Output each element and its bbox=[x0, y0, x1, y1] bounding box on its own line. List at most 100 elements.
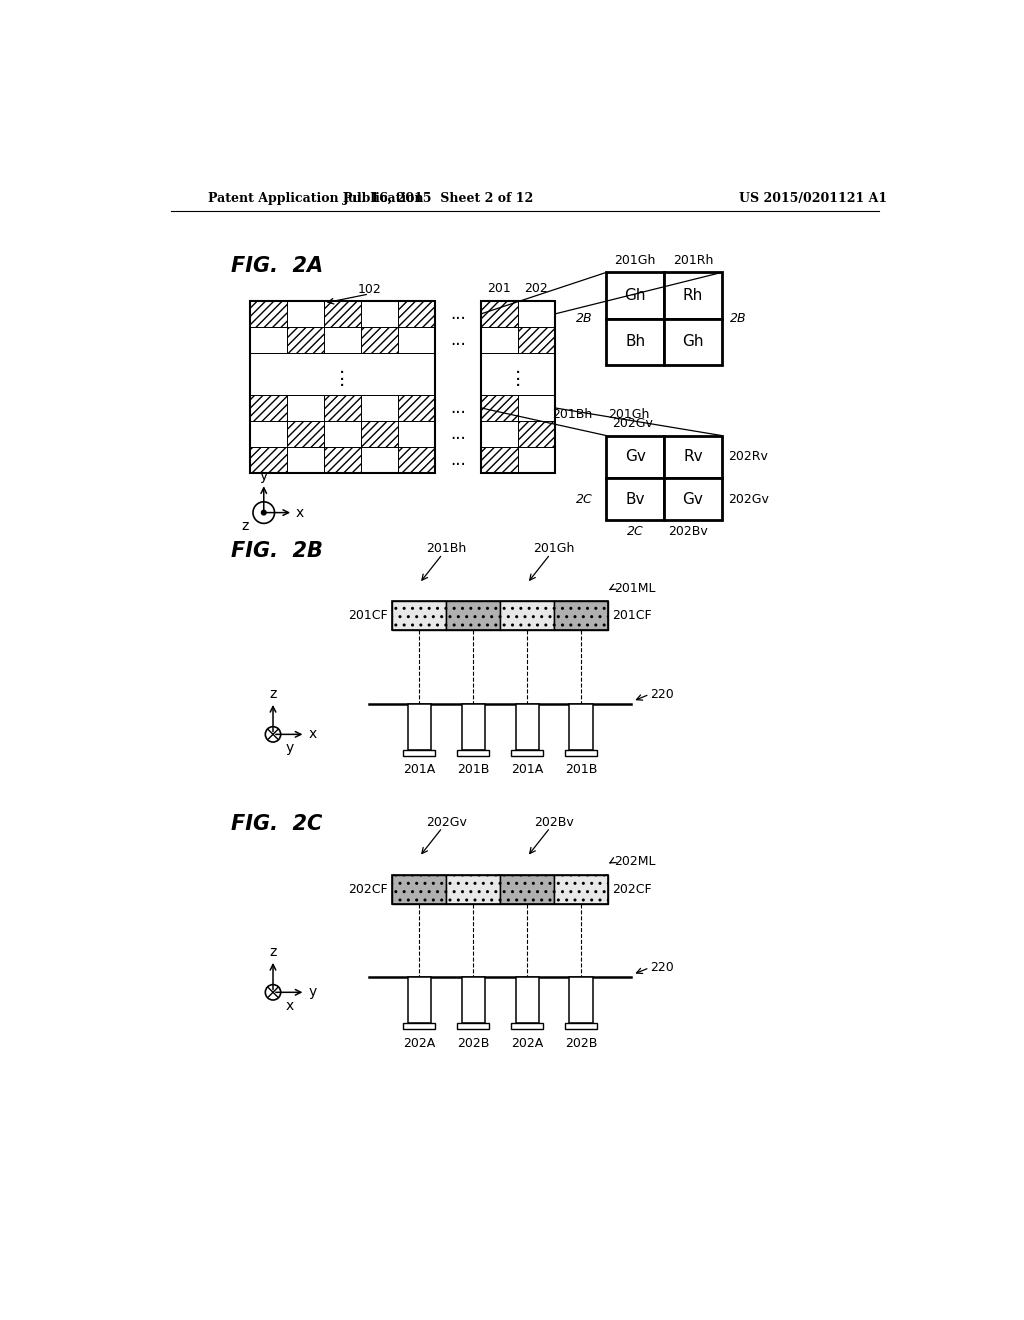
Bar bbox=[518, 301, 555, 327]
Text: 202: 202 bbox=[524, 282, 548, 296]
Text: 2C: 2C bbox=[627, 524, 644, 537]
Text: 201Rh: 201Rh bbox=[673, 253, 714, 267]
Text: 202B: 202B bbox=[457, 1036, 489, 1049]
Bar bbox=[287, 447, 324, 474]
Bar bbox=[518, 327, 555, 354]
Bar bbox=[481, 354, 555, 395]
Bar bbox=[446, 601, 500, 631]
Bar bbox=[481, 301, 518, 327]
Bar bbox=[565, 750, 597, 756]
Bar bbox=[481, 301, 555, 474]
Text: 201: 201 bbox=[487, 282, 511, 296]
Text: 201CF: 201CF bbox=[348, 610, 388, 622]
Text: 202Gv: 202Gv bbox=[426, 816, 467, 829]
Text: 201B: 201B bbox=[457, 763, 489, 776]
Bar bbox=[665, 318, 722, 364]
Text: Rh: Rh bbox=[683, 288, 703, 304]
Text: 2B: 2B bbox=[575, 312, 593, 325]
Text: 201ML: 201ML bbox=[614, 582, 655, 594]
Text: .: . bbox=[339, 358, 345, 378]
Bar bbox=[287, 301, 324, 327]
Text: 202Gv: 202Gv bbox=[728, 492, 769, 506]
Text: y: y bbox=[309, 985, 317, 999]
Bar bbox=[397, 327, 435, 354]
Bar bbox=[397, 301, 435, 327]
Bar bbox=[403, 1023, 435, 1030]
Text: 201Gh: 201Gh bbox=[534, 543, 574, 556]
Text: Patent Application Publication: Patent Application Publication bbox=[208, 191, 423, 205]
Bar bbox=[481, 327, 518, 354]
Text: ...: ... bbox=[450, 399, 466, 417]
Text: 201CF: 201CF bbox=[612, 610, 652, 622]
Bar bbox=[392, 601, 446, 631]
Bar bbox=[250, 421, 287, 447]
Bar bbox=[250, 354, 435, 395]
Bar bbox=[360, 395, 397, 421]
Text: .: . bbox=[515, 358, 521, 378]
Text: Rv: Rv bbox=[683, 449, 702, 465]
Bar bbox=[360, 421, 397, 447]
Bar bbox=[515, 977, 539, 1023]
Bar bbox=[250, 301, 287, 327]
Text: 220: 220 bbox=[650, 961, 674, 974]
Bar bbox=[500, 874, 554, 904]
Bar bbox=[554, 874, 608, 904]
Bar bbox=[397, 421, 435, 447]
Text: Gv: Gv bbox=[625, 449, 646, 465]
Bar bbox=[250, 447, 287, 474]
Bar bbox=[500, 601, 554, 631]
Bar bbox=[457, 1023, 489, 1030]
Bar bbox=[665, 478, 722, 520]
Bar bbox=[403, 750, 435, 756]
Text: z: z bbox=[269, 945, 276, 960]
Text: 201A: 201A bbox=[511, 763, 544, 776]
Bar bbox=[287, 327, 324, 354]
Text: 202A: 202A bbox=[403, 1036, 435, 1049]
Text: FIG.  2B: FIG. 2B bbox=[230, 541, 323, 561]
Bar bbox=[515, 704, 539, 750]
Text: x: x bbox=[296, 506, 304, 520]
Text: z: z bbox=[242, 520, 249, 533]
Text: US 2015/0201121 A1: US 2015/0201121 A1 bbox=[739, 191, 887, 205]
Text: z: z bbox=[269, 688, 276, 701]
Bar bbox=[392, 601, 608, 631]
Text: ...: ... bbox=[450, 425, 466, 444]
Text: 202A: 202A bbox=[511, 1036, 544, 1049]
Text: Gh: Gh bbox=[682, 334, 703, 350]
Text: .: . bbox=[339, 371, 345, 389]
Bar bbox=[462, 704, 484, 750]
Bar bbox=[511, 1023, 544, 1030]
Bar bbox=[554, 601, 608, 631]
Bar bbox=[408, 704, 431, 750]
Text: 202Rv: 202Rv bbox=[728, 450, 768, 463]
Bar bbox=[665, 272, 722, 318]
Bar bbox=[250, 301, 435, 474]
Text: ...: ... bbox=[450, 305, 466, 323]
Bar bbox=[408, 977, 431, 1023]
Text: 202Bv: 202Bv bbox=[668, 524, 708, 537]
Bar bbox=[569, 704, 593, 750]
Text: 201Bh: 201Bh bbox=[553, 408, 593, 421]
Bar bbox=[360, 327, 397, 354]
Bar bbox=[606, 436, 665, 478]
Bar bbox=[481, 395, 518, 421]
Text: 202CF: 202CF bbox=[612, 883, 652, 896]
Bar bbox=[518, 421, 555, 447]
Bar bbox=[606, 478, 665, 520]
Bar bbox=[606, 318, 665, 364]
Text: 2C: 2C bbox=[575, 492, 593, 506]
Bar bbox=[481, 447, 518, 474]
Text: 201Gh: 201Gh bbox=[608, 408, 649, 421]
Bar bbox=[606, 272, 665, 318]
Text: Jul. 16, 2015  Sheet 2 of 12: Jul. 16, 2015 Sheet 2 of 12 bbox=[343, 191, 535, 205]
Text: Bv: Bv bbox=[626, 491, 645, 507]
Bar bbox=[324, 395, 360, 421]
Text: FIG.  2A: FIG. 2A bbox=[230, 256, 323, 276]
Text: Gv: Gv bbox=[683, 491, 703, 507]
Text: Gh: Gh bbox=[625, 288, 646, 304]
Bar bbox=[324, 421, 360, 447]
Text: 202CF: 202CF bbox=[348, 883, 388, 896]
Text: 201A: 201A bbox=[403, 763, 435, 776]
Bar bbox=[565, 1023, 597, 1030]
Bar bbox=[392, 874, 446, 904]
